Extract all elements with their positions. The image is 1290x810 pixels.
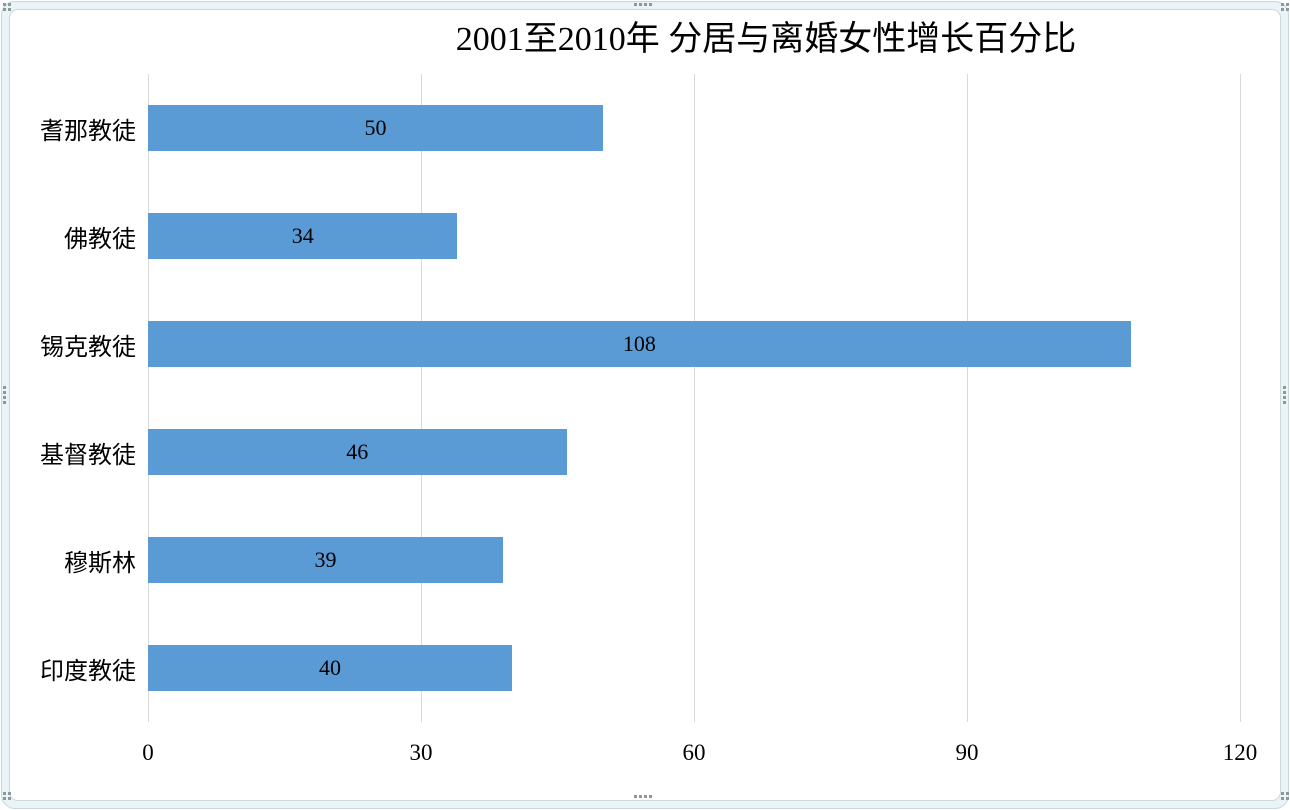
plot-area: 50 34 108 46 39 40 (148, 74, 1241, 722)
bar-series: 50 34 108 46 39 40 (148, 74, 1240, 722)
category-label-1: 佛教徒 (64, 226, 136, 253)
bar-1[interactable]: 34 (148, 213, 458, 259)
bar-2[interactable]: 108 (148, 321, 1131, 367)
data-label-5: 40 (319, 655, 341, 680)
data-label-2: 108 (622, 331, 656, 356)
chart-title[interactable]: 2001至2010年 分居与离婚女性增长百分比 (455, 21, 1077, 58)
data-label-0: 50 (364, 115, 387, 140)
gridline-30 (421, 74, 422, 722)
gridline-90 (967, 74, 968, 722)
x-tick-label-30: 30 (409, 740, 433, 765)
data-label-1: 34 (291, 223, 314, 248)
bar-3[interactable]: 46 (148, 429, 567, 475)
bar-row-5: 40 (148, 614, 1240, 722)
category-label-0: 耆那教徒 (40, 118, 136, 145)
category-label-3: 基督教徒 (40, 442, 136, 469)
bar-row-0: 50 (148, 74, 1240, 182)
category-label-5: 印度教徒 (40, 658, 136, 685)
x-tick-label-60: 60 (682, 740, 706, 765)
resize-handle-bottom-left[interactable] (3, 792, 11, 800)
gridline-60 (694, 74, 695, 722)
bar-0[interactable]: 50 (148, 105, 603, 151)
category-label-2: 锡克教徒 (40, 334, 136, 361)
resize-handle-bottom[interactable] (634, 795, 652, 798)
bar-row-2: 108 (148, 290, 1240, 398)
x-tick-label-120: 120 (1222, 740, 1258, 765)
gridline-0 (148, 74, 149, 722)
data-label-3: 46 (346, 439, 369, 464)
x-tick-label-90: 90 (955, 740, 979, 765)
resize-handle-bottom-right[interactable] (1281, 792, 1289, 800)
bar-row-3: 46 (148, 398, 1240, 506)
data-label-4: 39 (314, 547, 337, 572)
resize-handle-right[interactable] (1283, 386, 1286, 404)
value-axis[interactable]: 0 30 60 90 120 (142, 740, 1257, 776)
bar-4[interactable]: 39 (148, 537, 503, 583)
category-axis[interactable]: 耆那教徒佛教徒锡克教徒基督教徒穆斯林印度教徒 (8, 74, 136, 722)
resize-handle-top-left[interactable] (3, 3, 11, 11)
bar-5[interactable]: 40 (148, 645, 512, 691)
resize-handle-top-right[interactable] (1281, 3, 1289, 11)
x-tick-label-0: 0 (142, 740, 154, 765)
category-label-4: 穆斯林 (64, 550, 136, 577)
bar-row-4: 39 (148, 506, 1240, 614)
resize-handle-left[interactable] (3, 386, 6, 404)
resize-handle-top[interactable] (634, 3, 652, 6)
bar-row-1: 34 (148, 182, 1240, 290)
gridline-120 (1240, 74, 1241, 722)
